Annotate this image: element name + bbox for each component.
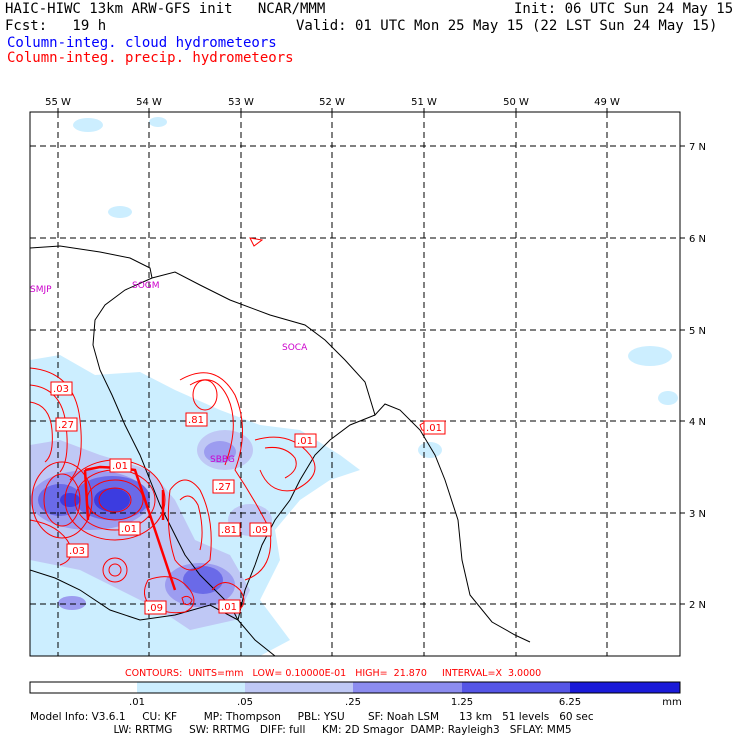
svg-text:.01: .01 bbox=[297, 436, 313, 447]
contour-label: .01 bbox=[109, 458, 132, 473]
svg-text:.01: .01 bbox=[121, 524, 137, 535]
colorbar-tick: .01 bbox=[129, 697, 145, 708]
lon-labels: 55 W 54 W 53 W 52 W 51 W 50 W 49 W bbox=[45, 97, 620, 108]
cloud-shading bbox=[30, 117, 678, 656]
svg-text:.03: .03 bbox=[69, 546, 85, 557]
contour-labels: .03 .27 .81 .01 .01 .01 .27 .01 .81 .09 … bbox=[50, 381, 446, 615]
contour-label: .01 bbox=[423, 420, 446, 435]
contour-label: .81 bbox=[185, 412, 208, 427]
station-label: SOGM bbox=[132, 281, 160, 291]
svg-text:.81: .81 bbox=[221, 525, 237, 536]
lat-label: 3 N bbox=[689, 509, 706, 520]
forecast-hour: Fcst: 19 h bbox=[5, 18, 107, 34]
svg-text:.01: .01 bbox=[221, 602, 237, 613]
contour-label: .01 bbox=[118, 521, 141, 536]
svg-text:.09: .09 bbox=[252, 525, 268, 536]
lat-label: 2 N bbox=[689, 600, 706, 611]
svg-text:.27: .27 bbox=[215, 482, 231, 493]
lat-lon-grid bbox=[30, 112, 680, 656]
svg-text:.03: .03 bbox=[53, 384, 69, 395]
plot-title: HAIC-HIWC 13km ARW-GFS init NCAR/MMM bbox=[5, 1, 326, 17]
colorbar-tick: .25 bbox=[345, 697, 361, 708]
colorbar-tick: .05 bbox=[237, 697, 253, 708]
colorbar-tick: 1.25 bbox=[451, 697, 473, 708]
colorbar-segment bbox=[30, 682, 137, 693]
contour-label: .27 bbox=[212, 479, 235, 494]
lat-label: 5 N bbox=[689, 326, 706, 337]
colorbar-segment bbox=[137, 682, 245, 693]
contours-info: CONTOURS: UNITS=mm LOW= 0.10000E-01 HIGH… bbox=[125, 668, 541, 679]
contour-label: .09 bbox=[249, 522, 272, 537]
contour-label: .27 bbox=[55, 417, 78, 432]
colorbar-segment bbox=[353, 682, 462, 693]
coastline-borders bbox=[30, 245, 531, 656]
colorbar-tick: 6.25 bbox=[559, 697, 581, 708]
model-info-line1: Model Info: V3.6.1 CU: KF MP: Thompson P… bbox=[30, 711, 594, 723]
map-frame bbox=[29, 111, 681, 657]
lat-label: 7 N bbox=[689, 142, 706, 153]
contour-label: .01 bbox=[294, 433, 317, 448]
station-label: SBBG bbox=[210, 455, 235, 465]
lon-label: 52 W bbox=[319, 97, 345, 108]
lon-ticks bbox=[57, 108, 608, 112]
contour-label: .03 bbox=[50, 381, 73, 396]
lon-label: 55 W bbox=[45, 97, 71, 108]
lon-label: 49 W bbox=[594, 97, 620, 108]
colorbar-segment bbox=[462, 682, 570, 693]
svg-text:.09: .09 bbox=[147, 603, 163, 614]
model-info-line2: LW: RRTMG SW: RRTMG DIFF: full KM: 2D Sm… bbox=[30, 724, 572, 736]
legend-precip-hydrometeors: Column-integ. precip. hydrometeors bbox=[7, 50, 294, 66]
colorbar-unit: mm bbox=[662, 697, 681, 708]
contour-label: .01 bbox=[218, 599, 241, 614]
lat-ticks bbox=[680, 145, 685, 605]
legend-cloud-hydrometeors: Column-integ. cloud hydrometeors bbox=[7, 35, 277, 51]
station-label: SMJP bbox=[30, 285, 52, 295]
colorbar bbox=[29, 681, 681, 694]
contour-label: .81 bbox=[218, 522, 241, 537]
lat-label: 6 N bbox=[689, 234, 706, 245]
lon-label: 51 W bbox=[411, 97, 437, 108]
lat-labels: 7 N 6 N 5 N 4 N 3 N 2 N bbox=[689, 142, 706, 611]
station-labels: SMJP SOGM SOCA SBBG bbox=[30, 281, 308, 465]
lat-label: 4 N bbox=[689, 417, 706, 428]
contour-label: .03 bbox=[66, 543, 89, 558]
lon-label: 53 W bbox=[228, 97, 254, 108]
lon-label: 54 W bbox=[136, 97, 162, 108]
colorbar-segment bbox=[570, 682, 680, 693]
svg-text:.81: .81 bbox=[188, 415, 204, 426]
init-time: Init: 06 UTC Sun 24 May 15 bbox=[514, 1, 734, 17]
lon-label: 50 W bbox=[503, 97, 529, 108]
colorbar-ticks: .01 .05 .25 1.25 6.25 mm bbox=[129, 697, 682, 708]
svg-text:.01: .01 bbox=[112, 461, 128, 472]
contour-label: .09 bbox=[144, 600, 167, 615]
valid-time: Valid: 01 UTC Mon 25 May 15 (22 LST Sun … bbox=[296, 18, 718, 34]
svg-text:.01: .01 bbox=[426, 423, 442, 434]
station-label: SOCA bbox=[282, 343, 308, 353]
colorbar-segment bbox=[245, 682, 353, 693]
svg-text:.27: .27 bbox=[58, 420, 74, 431]
